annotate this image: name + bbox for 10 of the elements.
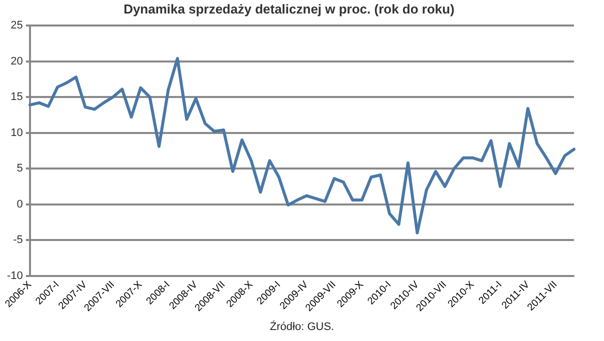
chart-title: Dynamika sprzedaży detalicznej w proc. (rok do roku) — [124, 1, 454, 16]
y-tick-label: 0 — [16, 198, 23, 210]
y-tick-label: 20 — [10, 55, 23, 68]
y-tick-label: -5 — [13, 234, 23, 246]
y-tick-label: 25 — [10, 20, 23, 32]
y-tick-label: 15 — [10, 91, 23, 104]
y-tick-label: 5 — [16, 162, 23, 175]
y-tick-label: 10 — [10, 126, 23, 139]
y-tick-label: -10 — [6, 270, 23, 282]
text: Źródło: GUS. — [270, 320, 334, 333]
